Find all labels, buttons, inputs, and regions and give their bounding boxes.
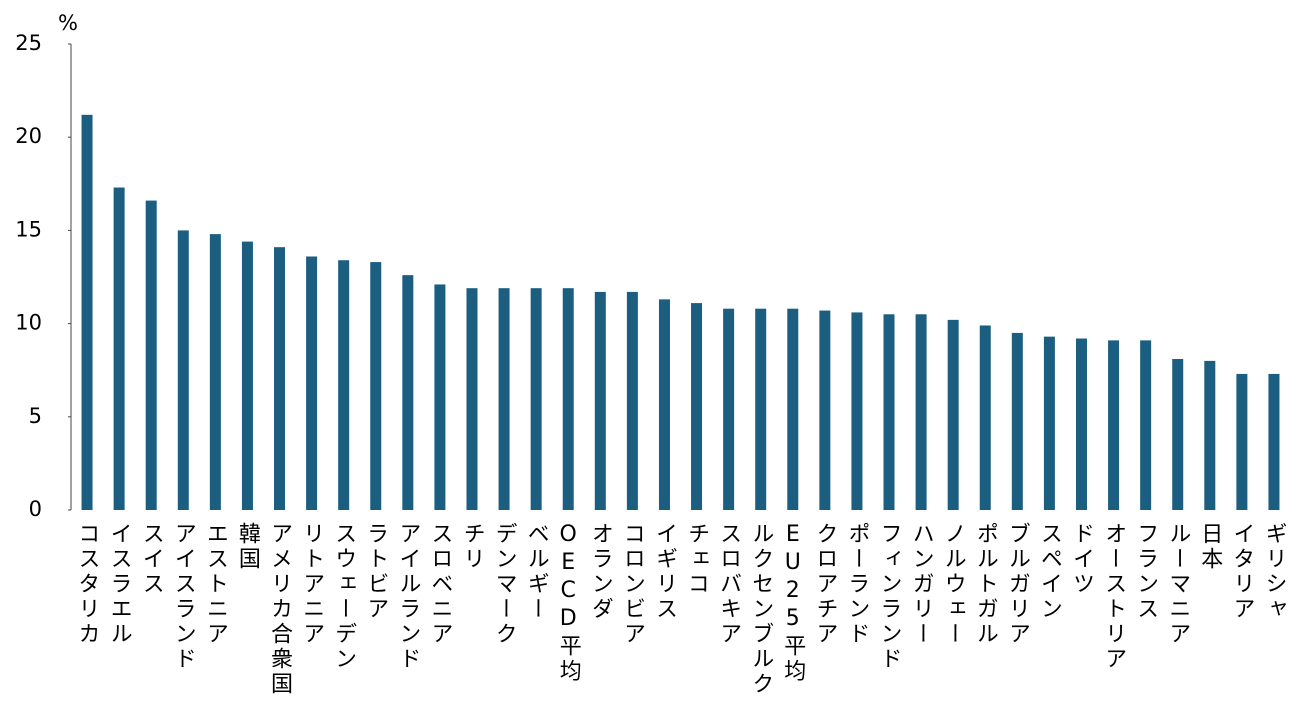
x-tick-label: 韓国	[235, 522, 261, 572]
bar	[979, 325, 991, 510]
x-tick-label: ルーマニア	[1165, 522, 1190, 647]
x-tick-label: イタリア	[1229, 522, 1254, 622]
x-tick-label: ハンガリー	[909, 522, 934, 647]
x-tick-label: ベルギー	[524, 522, 549, 622]
bar	[466, 288, 478, 510]
bar	[177, 230, 189, 510]
x-tick-label: ポルトガル	[973, 522, 998, 647]
y-tick-label: 0	[29, 497, 42, 521]
bar	[562, 288, 574, 510]
y-tick-label: 10	[15, 311, 42, 335]
x-tick-label: ギリシャ	[1261, 522, 1286, 622]
x-tick-label: フィンランド	[877, 522, 902, 672]
x-tick-label: ラトビア	[363, 522, 388, 622]
bar	[1204, 360, 1216, 510]
bar	[209, 234, 221, 511]
bar	[915, 314, 927, 510]
bar	[1108, 340, 1120, 510]
x-tick-label: スロバキア	[716, 522, 741, 647]
x-tick-label: オーストリア	[1101, 522, 1126, 672]
bar	[1140, 340, 1152, 510]
bar	[434, 284, 446, 510]
bar	[819, 310, 831, 510]
x-tick-label: アイスランド	[171, 522, 196, 672]
bar	[145, 200, 157, 511]
x-tick-label: ルクセンブルク	[748, 522, 773, 697]
x-tick-label: スイス	[139, 522, 164, 597]
x-tick-label: クロアチア	[812, 522, 837, 647]
x-tick-label: オランダ	[588, 522, 613, 622]
bar	[755, 308, 767, 510]
bar	[594, 291, 606, 510]
bar	[1043, 336, 1055, 510]
x-tick-label: イギリス	[652, 522, 677, 622]
bar	[81, 114, 93, 510]
bar	[370, 262, 382, 510]
x-tick-label: EU25平均	[780, 522, 806, 684]
y-tick-label: 25	[15, 31, 42, 55]
x-tick-label: ノルウェー	[941, 522, 966, 647]
x-tick-label: OECD平均	[556, 522, 582, 684]
bar	[306, 256, 318, 510]
x-tick-label: アメリカ合衆国	[267, 522, 293, 697]
x-tick-label: エストニア	[203, 522, 228, 647]
x-tick-label: コスタリカ	[75, 522, 100, 647]
x-tick-label: スペイン	[1037, 522, 1062, 622]
bar	[1268, 373, 1280, 510]
y-tick-label: 5	[29, 404, 42, 428]
x-tick-label: イスラエル	[107, 522, 132, 647]
x-tick-label: 日本	[1197, 522, 1223, 572]
bar	[274, 247, 286, 510]
bar	[530, 288, 542, 510]
x-tick-label: ドイツ	[1069, 522, 1094, 597]
bar	[1236, 373, 1248, 510]
bar	[1011, 332, 1023, 510]
bar	[883, 314, 895, 510]
bar	[402, 275, 414, 510]
y-tick-label: 15	[15, 217, 42, 241]
bar	[691, 303, 703, 510]
bar	[851, 312, 863, 510]
x-tick-label: リトアニア	[299, 522, 324, 647]
bar	[1075, 338, 1087, 510]
x-tick-label: スウェーデン	[331, 522, 356, 672]
bar	[658, 299, 670, 510]
x-tick-label: アイルランド	[395, 522, 420, 672]
x-tick-label: フランス	[1133, 522, 1158, 622]
x-tick-label: チェコ	[684, 522, 709, 597]
bar	[947, 319, 959, 510]
x-tick-label: スロベニア	[427, 522, 452, 647]
bar	[241, 241, 253, 511]
bar	[723, 308, 735, 510]
x-tick-label: ポーランド	[844, 522, 869, 647]
bar	[338, 260, 350, 510]
y-tick-label: 20	[15, 124, 42, 148]
y-unit: %	[58, 11, 78, 35]
x-tick-label: デンマーク	[492, 522, 517, 647]
x-tick-label: チリ	[459, 522, 484, 572]
x-tick-label: ブルガリア	[1005, 522, 1030, 647]
x-tick-label: コロンビア	[620, 522, 645, 647]
bar	[626, 291, 638, 510]
bar	[787, 308, 799, 510]
bar	[113, 187, 125, 510]
bar	[1172, 359, 1184, 510]
bar	[498, 288, 510, 510]
